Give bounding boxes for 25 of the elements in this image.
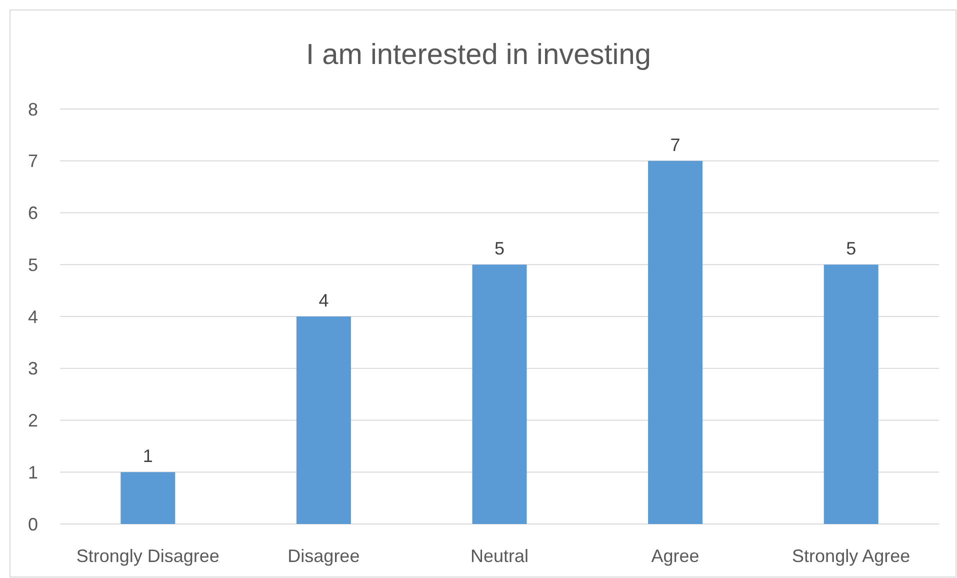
y-tick-label: 1: [28, 462, 38, 482]
data-label: 4: [318, 290, 329, 310]
bar: [824, 264, 878, 524]
data-label: 7: [670, 134, 680, 155]
y-tick-label: 6: [28, 203, 38, 224]
data-label: 5: [846, 238, 856, 259]
y-tick-label: 4: [28, 306, 38, 327]
bar: [120, 472, 176, 524]
x-tick-label: Strongly Agree: [792, 546, 910, 566]
y-tick-label: 2: [28, 410, 38, 431]
y-tick-label: 5: [28, 254, 38, 275]
x-tick-label: Strongly Disagree: [76, 546, 220, 566]
bar: [648, 160, 703, 524]
x-tick-label: Agree: [651, 546, 700, 566]
x-tick-label: Neutral: [470, 546, 529, 566]
bar: [296, 316, 351, 524]
x-tick-label: Disagree: [288, 546, 360, 566]
y-tick-label: 7: [28, 151, 38, 172]
data-label: 5: [494, 238, 505, 259]
bar: [472, 264, 527, 524]
data-label: 1: [142, 446, 153, 466]
y-tick-label: 8: [28, 99, 38, 120]
chart-title: I am interested in investing: [306, 39, 651, 71]
y-tick-label: 3: [28, 358, 38, 379]
y-tick-label: 0: [28, 514, 38, 534]
